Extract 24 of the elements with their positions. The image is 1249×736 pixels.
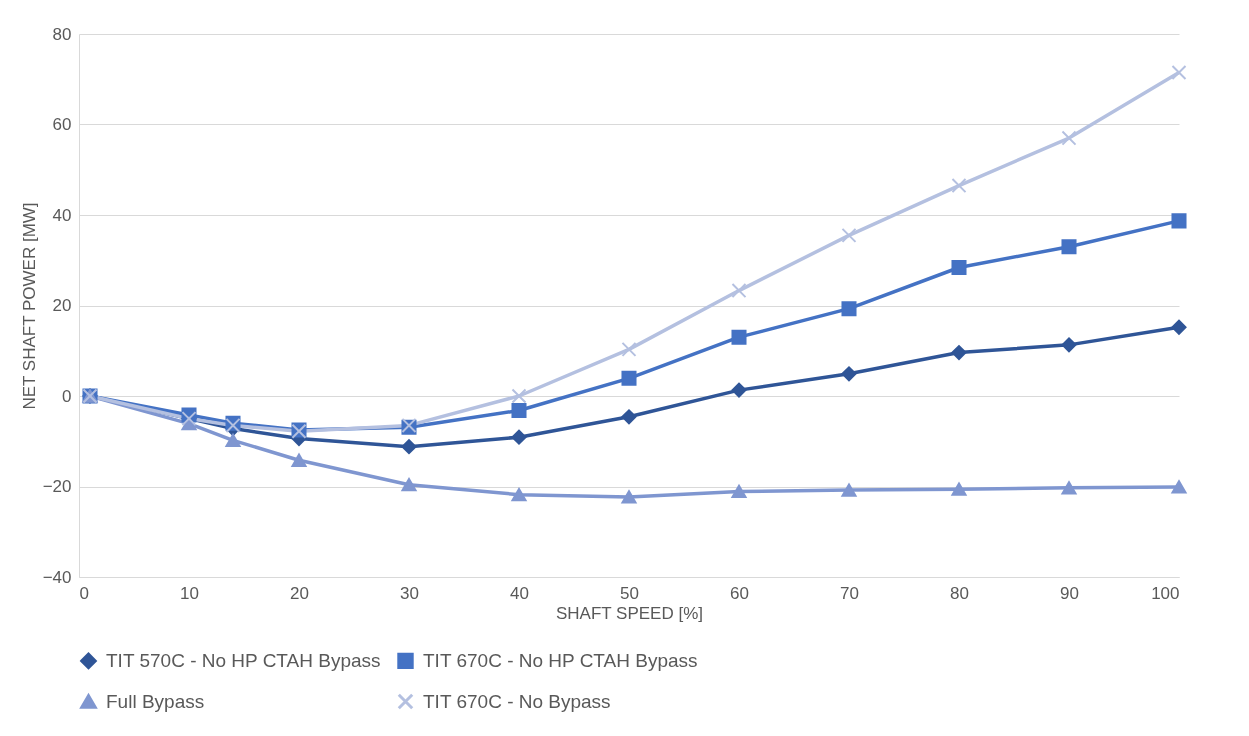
x-tick-label: 40 (510, 583, 529, 603)
x-tick-label: 70 (840, 583, 859, 603)
y-tick-label: 60 (52, 115, 72, 134)
x-tick-label: 0 (79, 583, 89, 603)
y-tick-label: 80 (52, 24, 72, 44)
x-tick-label: 60 (730, 583, 749, 603)
legend-label: TIT 670C - No Bypass (423, 690, 611, 712)
x-tick-label: 30 (400, 583, 419, 603)
y-tick-label: 20 (52, 296, 72, 315)
legend-label: Full Bypass (106, 690, 205, 712)
y-tick-label: −40 (42, 567, 72, 587)
x-tick-label: 80 (950, 583, 969, 603)
x-tick-label: 10 (180, 583, 199, 603)
x-tick-label: 20 (290, 583, 309, 603)
x-tick-label: 100 (1151, 583, 1180, 603)
legend-label: TIT 670C - No HP CTAH Bypass (423, 649, 698, 671)
y-tick-label: 40 (52, 205, 72, 225)
x-tick-label: 90 (1060, 583, 1079, 603)
y-axis-title: NET SHAFT POWER [MW] (19, 202, 39, 410)
x-tick-label: 50 (620, 583, 639, 603)
y-tick-label: 0 (62, 386, 72, 406)
legend-label: TIT 570C - No HP CTAH Bypass (106, 649, 381, 671)
x-axis-title: SHAFT SPEED [%] (555, 603, 704, 623)
y-tick-label: −20 (42, 477, 72, 496)
